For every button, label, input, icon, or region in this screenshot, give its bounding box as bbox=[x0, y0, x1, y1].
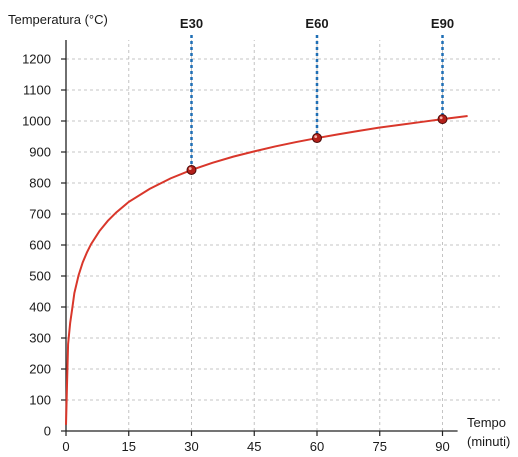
y-tick-label: 700 bbox=[29, 207, 51, 222]
y-tick-label: 800 bbox=[29, 176, 51, 191]
x-axis-ticks: 0 15 30 45 60 75 90 bbox=[62, 431, 450, 454]
marker-label: E30 bbox=[180, 16, 203, 31]
x-axis-title: Tempo bbox=[467, 415, 506, 430]
x-tick-label: 60 bbox=[310, 439, 324, 454]
x-tick-label: 45 bbox=[247, 439, 261, 454]
y-tick-label: 1100 bbox=[23, 83, 51, 98]
y-tick-label: 200 bbox=[29, 362, 51, 377]
axes bbox=[65, 40, 458, 432]
marker-highlight bbox=[439, 116, 443, 120]
y-tick-label: 100 bbox=[29, 393, 51, 408]
curve-markers bbox=[186, 114, 448, 175]
y-tick-label: 1200 bbox=[22, 52, 51, 67]
temperature-curve bbox=[65, 115, 468, 425]
x-tick-label: 0 bbox=[62, 439, 69, 454]
y-axis-title: Temperatura (°C) bbox=[8, 12, 108, 27]
curve-marker-point bbox=[186, 164, 197, 175]
y-tick-label: 600 bbox=[29, 238, 51, 253]
y-tick-label: 300 bbox=[29, 331, 51, 346]
y-tick-label: 900 bbox=[29, 145, 51, 160]
marker-lines bbox=[190, 35, 444, 170]
grid bbox=[66, 40, 500, 431]
marker-label: E90 bbox=[431, 16, 454, 31]
marker-highlight bbox=[314, 135, 318, 139]
marker-label: E60 bbox=[305, 16, 328, 31]
x-tick-label: 30 bbox=[184, 439, 198, 454]
x-axis-unit: (minuti) bbox=[467, 434, 510, 449]
y-tick-label: 1000 bbox=[22, 114, 51, 129]
curve-marker-point bbox=[437, 114, 448, 125]
x-tick-label: 90 bbox=[435, 439, 449, 454]
x-tick-label: 75 bbox=[373, 439, 387, 454]
curve-marker-point bbox=[312, 133, 322, 144]
marker-labels: E30 E60 E90 bbox=[180, 16, 454, 31]
marker-highlight bbox=[188, 167, 192, 170]
y-tick-label: 0 bbox=[44, 424, 51, 439]
x-tick-label: 15 bbox=[122, 439, 136, 454]
y-tick-label: 500 bbox=[29, 269, 51, 284]
y-axis-ticks: 0 100 200 300 400 500 600 700 800 900 1000 1100 1200 bbox=[22, 52, 66, 439]
y-tick-label: 400 bbox=[29, 300, 51, 315]
